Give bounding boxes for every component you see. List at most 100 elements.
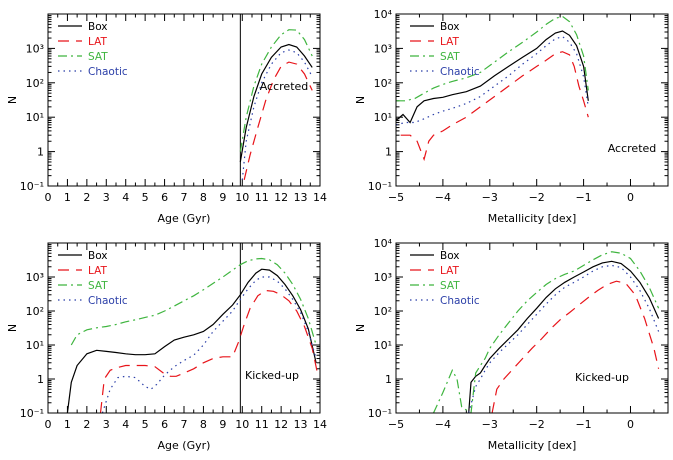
x-tick-label: 4 xyxy=(122,418,129,431)
series-line-lat xyxy=(400,51,589,162)
legend: Box LAT SAT Chaotic xyxy=(58,250,128,307)
x-tick-label: 2 xyxy=(83,191,90,204)
y-tick-label: 1 xyxy=(37,146,44,159)
x-axis-title: Age (Gyr) xyxy=(158,439,211,452)
legend-label-box: Box xyxy=(88,250,108,262)
x-tick-label: −3 xyxy=(482,418,498,431)
series-line-chaotic xyxy=(101,276,317,413)
legend-label-box: Box xyxy=(440,21,460,33)
plot-frame xyxy=(395,242,669,414)
y-tick-label: 10³ xyxy=(26,42,44,55)
x-tick-label: 0 xyxy=(627,191,634,204)
x-tick-label: 3 xyxy=(103,418,110,431)
x-tick-label: 13 xyxy=(294,191,308,204)
legend-label-chaotic: Chaotic xyxy=(88,66,128,78)
y-tick-label: 10⁻¹ xyxy=(20,407,44,420)
x-tick-label: 12 xyxy=(274,191,288,204)
legend-label-box: Box xyxy=(440,250,460,262)
panel-annotation: Kicked-up xyxy=(245,369,299,382)
x-tick-label: 8 xyxy=(200,191,207,204)
x-tick-label: 6 xyxy=(161,191,168,204)
x-tick-label: 0 xyxy=(45,191,52,204)
y-tick-label: 10¹ xyxy=(374,339,392,352)
plot-frame xyxy=(395,13,669,187)
y-tick-label: 1 xyxy=(385,146,392,159)
y-tick-label: 10⁻¹ xyxy=(368,180,392,193)
x-tick-label: 1 xyxy=(64,418,71,431)
x-tick-label: −4 xyxy=(435,191,451,204)
legend: Box LAT SAT Chaotic xyxy=(410,250,480,307)
x-tick-label: 14 xyxy=(313,191,327,204)
series-line-lat xyxy=(243,61,313,181)
x-tick-label: 6 xyxy=(161,418,168,431)
x-tick-label: −1 xyxy=(575,191,591,204)
y-axis-title: N xyxy=(354,96,367,104)
legend-label-lat: LAT xyxy=(88,36,107,48)
x-tick-label: −5 xyxy=(388,418,404,431)
x-tick-label: 11 xyxy=(255,418,269,431)
plot-frame xyxy=(47,13,321,187)
series-line-chaotic xyxy=(241,49,313,180)
legend: Box LAT SAT Chaotic xyxy=(410,21,480,78)
series-group xyxy=(239,29,313,181)
x-tick-label: 8 xyxy=(200,418,207,431)
x-tick-label: 4 xyxy=(122,191,129,204)
x-tick-label: 9 xyxy=(219,191,226,204)
series-group xyxy=(396,15,589,162)
x-tick-label: 0 xyxy=(627,418,634,431)
x-tick-label: −4 xyxy=(435,418,451,431)
legend-label-chaotic: Chaotic xyxy=(440,66,480,78)
series-line-sat xyxy=(432,251,660,413)
x-tick-label: 5 xyxy=(142,191,149,204)
y-axis-title: N xyxy=(6,96,19,104)
x-tick-label: −5 xyxy=(388,191,404,204)
panel-annotation: Accreted xyxy=(260,80,309,93)
x-tick-label: 0 xyxy=(45,418,52,431)
y-tick-label: 1 xyxy=(385,373,392,386)
panel-annotation: Kicked-up xyxy=(575,371,629,384)
series-line-lat xyxy=(99,289,319,413)
y-tick-label: 10³ xyxy=(374,271,392,284)
legend-label-sat: SAT xyxy=(440,280,460,292)
y-axis-title: N xyxy=(6,324,19,332)
panel-2: −5 −4 −3 −2 −1 0 10⁻¹ 1 10¹ 10² 10³ 10⁴ Metallicity … xyxy=(354,8,669,225)
x-tick-label: −1 xyxy=(575,418,591,431)
y-tick-label: 10⁴ xyxy=(374,8,393,21)
x-tick-label: 14 xyxy=(313,418,327,431)
y-tick-label: 10¹ xyxy=(374,111,392,124)
panel-annotation: Accreted xyxy=(608,142,657,155)
y-tick-label: 10⁴ xyxy=(374,237,393,250)
y-tick-label: 10² xyxy=(374,305,392,318)
series-group xyxy=(432,251,660,413)
y-tick-label: 10¹ xyxy=(26,111,44,124)
legend-label-box: Box xyxy=(88,21,108,33)
x-tick-label: 1 xyxy=(64,191,71,204)
x-tick-label: 5 xyxy=(142,418,149,431)
x-tick-label: 3 xyxy=(103,191,110,204)
series-line-chaotic xyxy=(468,264,660,413)
x-axis-title: Metallicity [dex] xyxy=(488,212,577,225)
legend-label-lat: LAT xyxy=(88,265,107,277)
legend-label-chaotic: Chaotic xyxy=(440,295,480,307)
x-tick-label: 9 xyxy=(219,418,226,431)
legend-label-sat: SAT xyxy=(440,51,460,63)
legend-label-lat: LAT xyxy=(440,36,459,48)
plot-frame xyxy=(47,242,321,414)
x-tick-label: 7 xyxy=(181,191,188,204)
x-tick-label: −2 xyxy=(529,418,545,431)
series-line-box xyxy=(468,260,660,413)
series-line-sat xyxy=(70,257,317,346)
x-tick-label: 13 xyxy=(294,418,308,431)
x-tick-label: 7 xyxy=(181,418,188,431)
series-line-sat xyxy=(396,15,589,102)
series-line-lat xyxy=(491,280,660,413)
y-tick-label: 10⁻¹ xyxy=(368,407,392,420)
y-tick-label: 10³ xyxy=(26,271,44,284)
legend: Box LAT SAT Chaotic xyxy=(58,21,128,78)
series-line-chaotic xyxy=(396,35,589,126)
series-line-box xyxy=(239,43,313,163)
series-line-box xyxy=(66,268,317,413)
